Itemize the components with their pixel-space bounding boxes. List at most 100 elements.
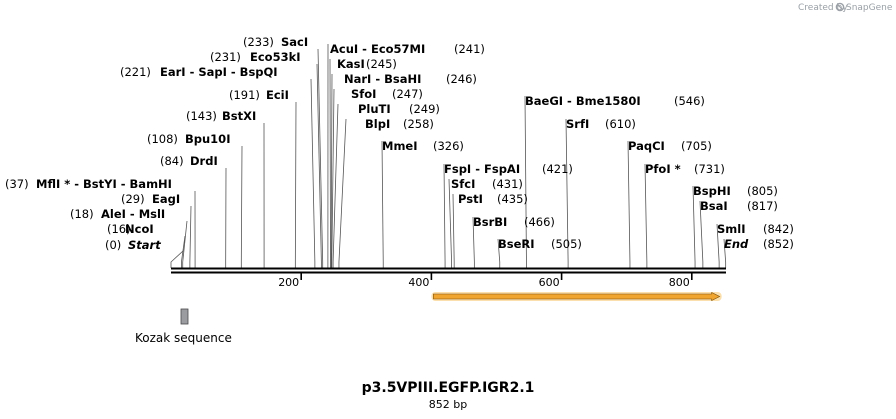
site-line-blpi (338, 118, 347, 268)
site-line-bsai (699, 200, 704, 268)
site-label-srfi[interactable]: SrfI (566, 117, 589, 131)
site-position-mfli: (37) (5, 177, 29, 191)
site-position-eagi: (29) (121, 192, 145, 206)
site-line-eco53ki (316, 63, 322, 268)
site-label-saci[interactable]: SacI (281, 35, 308, 49)
ruler-label-600: 600 (539, 276, 560, 289)
site-position-srfi: (610) (605, 117, 636, 131)
orf-arrow[interactable] (433, 292, 721, 301)
site-line-saci (317, 48, 324, 268)
site-position-ecii: (191) (229, 88, 260, 102)
site-position-pfoi: (731) (694, 162, 725, 176)
site-line-bpu10i (240, 145, 243, 268)
site-label-psti[interactable]: PstI (458, 192, 483, 206)
created-by-text: Created by (798, 3, 848, 13)
site-line-end (723, 238, 727, 268)
site-label-pfoi[interactable]: PfoI * (645, 162, 681, 176)
callout-lines (170, 43, 727, 268)
snapgene-logo-icon (835, 2, 845, 12)
site-label-eco53ki[interactable]: Eco53kI (250, 50, 301, 64)
site-position-fspi: (421) (542, 162, 573, 176)
site-label-end[interactable]: End (724, 237, 749, 251)
site-line-sfoi (331, 88, 335, 268)
feature-orf-arrow[interactable] (431, 292, 722, 301)
site-label-blpi[interactable]: BlpI (365, 117, 390, 131)
site-label-ecii[interactable]: EciI (266, 88, 289, 102)
site-label-ncoi[interactable]: NcoI (125, 222, 154, 236)
site-position-eari: (221) (120, 65, 151, 79)
site-line-psti (452, 193, 455, 268)
ruler: 200 400 600 800 (278, 273, 693, 289)
site-label-paqci[interactable]: PaqCI (628, 139, 665, 153)
site-label-nari[interactable]: NarI - BsaHI (344, 72, 421, 86)
site-position-blpi: (258) (403, 117, 434, 131)
site-line-eari (310, 78, 316, 268)
site-label-baegi[interactable]: BaeGI - Bme1580I (525, 94, 641, 108)
site-label-fspi[interactable]: FspI - FspAI (444, 162, 520, 176)
ruler-label-400: 400 (408, 276, 429, 289)
site-line-start (170, 250, 184, 268)
site-position-bstxi: (143) (186, 109, 217, 123)
site-line-bsphi (692, 185, 696, 268)
sequence-backbone (171, 267, 726, 274)
site-line-mmei (381, 140, 384, 268)
kozak-box[interactable] (180, 308, 189, 325)
site-line-ecii (294, 101, 297, 268)
ruler-label-800: 800 (669, 276, 690, 289)
site-label-bstxi[interactable]: BstXI (222, 109, 256, 123)
site-position-pluti: (249) (409, 102, 440, 116)
site-position-ncoi: (16) (107, 222, 131, 236)
site-position-acui: (241) (454, 42, 485, 56)
site-label-mfli[interactable]: MflI * - BstYI - BamHI (36, 177, 172, 191)
site-position-smli: (842) (763, 222, 794, 236)
site-label-sfoi[interactable]: SfoI (351, 87, 376, 101)
site-label-pluti[interactable]: PluTI (358, 102, 391, 116)
site-position-sfoi: (247) (392, 87, 423, 101)
site-label-sfci[interactable]: SfcI (451, 177, 475, 191)
snapgene-brand: SnapGene (846, 3, 893, 13)
site-line-bseri (497, 238, 501, 268)
site-position-sfci: (431) (492, 177, 523, 191)
site-position-baegi: (546) (674, 94, 705, 108)
site-label-bpu10i[interactable]: Bpu10I (185, 132, 230, 146)
site-position-alei: (18) (70, 207, 94, 221)
site-position-saci: (233) (243, 35, 274, 49)
site-label-drdi[interactable]: DrdI (190, 154, 218, 168)
site-position-kasi: (245) (366, 57, 397, 71)
site-line-sfci (448, 178, 452, 268)
site-position-bseri: (505) (551, 237, 582, 251)
ruler-label-200: 200 (278, 276, 299, 289)
site-line-smli (716, 223, 720, 268)
site-label-bsphi[interactable]: BspHI (693, 184, 731, 198)
site-line-bsrbi (472, 216, 475, 268)
site-label-bseri[interactable]: BseRI (498, 237, 535, 251)
site-label-eagi[interactable]: EagI (152, 192, 180, 206)
site-line-paqci (627, 140, 631, 268)
restriction-site-labels: (0) Start (16)NcoI (18) AleI - MslI(29) EagI (… (5, 35, 794, 252)
site-label-mmei[interactable]: MmeI (382, 139, 418, 153)
site-label-smli[interactable]: SmlI (717, 222, 746, 236)
site-line-srfi (565, 118, 569, 268)
site-position-bsphi: (805) (747, 184, 778, 198)
site-label-start[interactable]: Start (128, 238, 161, 252)
site-position-bpu10i: (108) (147, 132, 178, 146)
site-line-fspi (443, 163, 446, 268)
site-label-alei[interactable]: AleI - MslI (101, 207, 165, 221)
site-label-eari[interactable]: EarI - SapI - BspQI (160, 65, 278, 79)
site-label-acui[interactable]: AcuI - Eco57MI (330, 42, 425, 56)
site-label-bsrbi[interactable]: BsrBI (473, 215, 507, 229)
site-position-paqci: (705) (681, 139, 712, 153)
feature-kozak[interactable]: Kozak sequence (135, 308, 232, 345)
site-position-eco53ki: (231) (210, 50, 241, 64)
site-label-kasi[interactable]: KasI (337, 57, 365, 71)
site-position-nari: (246) (446, 72, 477, 86)
site-position-mmei: (326) (433, 139, 464, 153)
site-line-pfoi (644, 163, 648, 268)
kozak-label: Kozak sequence (135, 331, 232, 345)
site-line-alei (182, 220, 188, 268)
site-label-bsai[interactable]: BsaI (700, 199, 728, 213)
site-position-start: (0) (105, 238, 121, 252)
sequence-length: 852 bp (429, 398, 467, 411)
site-position-bsrbi: (466) (524, 215, 555, 229)
